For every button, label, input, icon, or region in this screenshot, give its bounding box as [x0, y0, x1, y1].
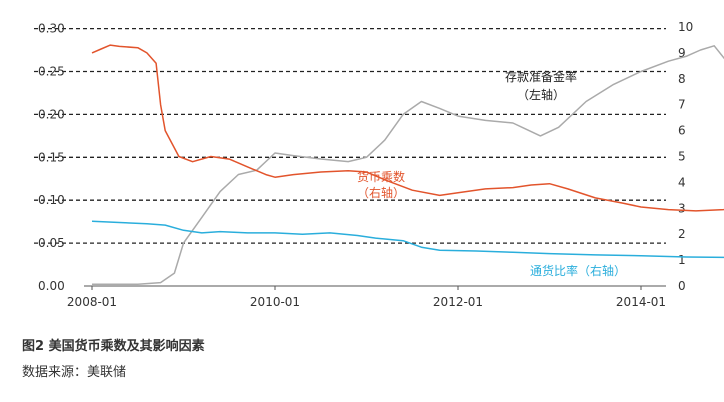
y-left-tick-label: 0.15: [38, 150, 65, 164]
y-left-tick-label: 0.05: [38, 236, 65, 250]
y-right-tick-label: 10: [678, 20, 693, 34]
annotation-multiplier: 货币乘数: [357, 169, 405, 184]
x-tick-label: 2010-01: [250, 295, 300, 309]
y-right-tick-label: 8: [678, 72, 686, 86]
y-right-tick-label: 9: [678, 46, 686, 60]
y-left-tick-label: 0.10: [38, 193, 65, 207]
annotation-reserve: 存款准备金率: [505, 69, 577, 84]
x-tick-label: 2012-01: [433, 295, 483, 309]
y-left-tick-label: 0.00: [38, 279, 65, 293]
y-right-tick-label: 1: [678, 253, 686, 267]
y-right-tick-label: 4: [678, 175, 686, 189]
series-line-reserve: [92, 45, 724, 286]
caption-source: 数据来源：美联储: [22, 365, 127, 380]
x-tick-label: 2014-01: [616, 295, 666, 309]
y-left-tick-label: 0.25: [38, 65, 65, 79]
annotation-currency: 通货比率（右轴）: [530, 263, 626, 278]
series-line-multiplier: [91, 44, 724, 212]
series-line-currency: [91, 220, 724, 259]
x-tick-label: 2008-01: [67, 295, 117, 309]
y-left-tick-label: 0.20: [38, 107, 65, 121]
y-right-tick-label: 0: [678, 279, 686, 293]
y-left-tick-label: 0.30: [38, 22, 65, 36]
y-right-tick-label: 2: [678, 227, 686, 241]
y-right-tick-label: 7: [678, 98, 686, 112]
annotation-multiplier: （右轴）: [357, 185, 405, 200]
y-right-tick-label: 6: [678, 124, 686, 138]
annotation-reserve: （左轴）: [517, 87, 565, 102]
y-right-tick-label: 5: [678, 150, 686, 164]
y-right-tick-label: 3: [678, 201, 686, 215]
caption-title: 图2 美国货币乘数及其影响因素: [22, 339, 205, 354]
chart: 0.00 0.05 0.10 0.15 0.20 0.25 0.30 0 1 2 3 4 5 6 7 8 9 10…: [34, 20, 724, 309]
